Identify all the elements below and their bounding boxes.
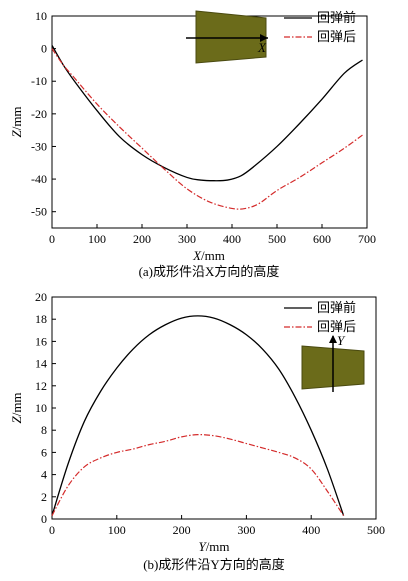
chart-b-xtick-label: 0 — [49, 523, 55, 537]
chart-a: 0 100 200 300 400 500 600 700 -50 -40 -30 -20 -10 0 10… — [9, 9, 376, 279]
legend-b-label-before: 回弹前 — [317, 300, 356, 315]
legend-a-label-after: 回弹后 — [317, 29, 356, 44]
chart-a-xlabel: X/mm — [192, 248, 225, 263]
chart-b-ticks: 0 100 200 300 400 500 0 2 4 6 8 10 12 14 16 18 20 — [35, 290, 385, 537]
chart-a-ytick-label: -50 — [31, 205, 47, 219]
chart-b-ytick-label: 0 — [41, 512, 47, 526]
chart-b-inset-axis-label: Y — [337, 333, 346, 348]
chart-b-ytick-label: 16 — [35, 334, 47, 348]
chart-a-xtick-label: 700 — [358, 232, 376, 246]
chart-b-ylabel: Z/mm — [9, 392, 24, 423]
chart-b-inset-arrowhead — [329, 335, 337, 343]
chart-b-ytick-label: 20 — [35, 290, 47, 304]
chart-b-ytick-label: 2 — [41, 490, 47, 504]
chart-b-inset-sketch: Y — [301, 333, 365, 392]
chart-a-xtick-label: 500 — [268, 232, 286, 246]
chart-b-ytick-label: 18 — [35, 312, 47, 326]
chart-b-xlabel: Y/mm — [198, 539, 229, 554]
chart-b-xtick-label: 100 — [108, 523, 126, 537]
legend-b-label-after: 回弹后 — [317, 319, 356, 334]
chart-a-caption: (a)成形件沿X方向的高度 — [139, 264, 280, 279]
chart-a-ytick-label: -30 — [31, 139, 47, 153]
chart-a-series-before-line — [51, 45, 363, 182]
chart-a-xtick-label: 0 — [49, 232, 55, 246]
chart-a-xtick-label: 600 — [313, 232, 331, 246]
chart-a-xtick-label: 400 — [223, 232, 241, 246]
chart-b-ytick-label: 6 — [41, 445, 47, 459]
chart-a-xtick-label: 100 — [88, 232, 106, 246]
chart-a-inset-sketch: X — [186, 10, 268, 64]
chart-b-ytick-label: 4 — [41, 468, 47, 482]
chart-b-legend: 回弹前 回弹后 — [284, 300, 356, 334]
chart-a-inset-arrowhead — [260, 34, 268, 42]
chart-b-series-after-line — [51, 434, 345, 517]
chart-b-series — [51, 315, 345, 517]
legend-a-label-before: 回弹前 — [317, 10, 356, 25]
chart-a-inset-plate — [195, 10, 267, 64]
chart-b-xtick-label: 500 — [367, 523, 385, 537]
chart-b-xtick-label: 300 — [237, 523, 255, 537]
chart-b-ytick-label: 14 — [35, 357, 47, 371]
chart-a-ytick-label: -40 — [31, 172, 47, 186]
chart-a-ytick-label: -10 — [31, 74, 47, 88]
chart-a-series — [51, 45, 363, 210]
chart-a-ytick-label: 10 — [35, 9, 47, 23]
chart-b: 0 100 200 300 400 500 0 2 4 6 8 10 12 14 16 18 20 Z/mm Y… — [9, 290, 385, 572]
chart-a-xtick-label: 200 — [133, 232, 151, 246]
chart-a-series-after-line — [51, 48, 363, 210]
chart-a-ytick-label: 0 — [41, 42, 47, 56]
chart-a-legend: 回弹前 回弹后 — [284, 10, 356, 44]
chart-b-xtick-label: 200 — [173, 523, 191, 537]
chart-b-ytick-label: 10 — [35, 401, 47, 415]
chart-a-ticks: 0 100 200 300 400 500 600 700 -50 -40 -30 -20 -10 0 10 — [31, 9, 376, 246]
chart-a-xtick-label: 300 — [178, 232, 196, 246]
chart-a-ylabel: Z/mm — [9, 106, 24, 137]
chart-b-ytick-label: 8 — [41, 423, 47, 437]
chart-a-inset-axis-label: X — [257, 40, 267, 55]
chart-b-xtick-label: 400 — [302, 523, 320, 537]
chart-b-caption: (b)成形件沿Y方向的高度 — [143, 557, 285, 572]
chart-b-ytick-label: 12 — [35, 379, 47, 393]
chart-b-series-before-line — [51, 315, 345, 516]
chart-a-ytick-label: -20 — [31, 107, 47, 121]
